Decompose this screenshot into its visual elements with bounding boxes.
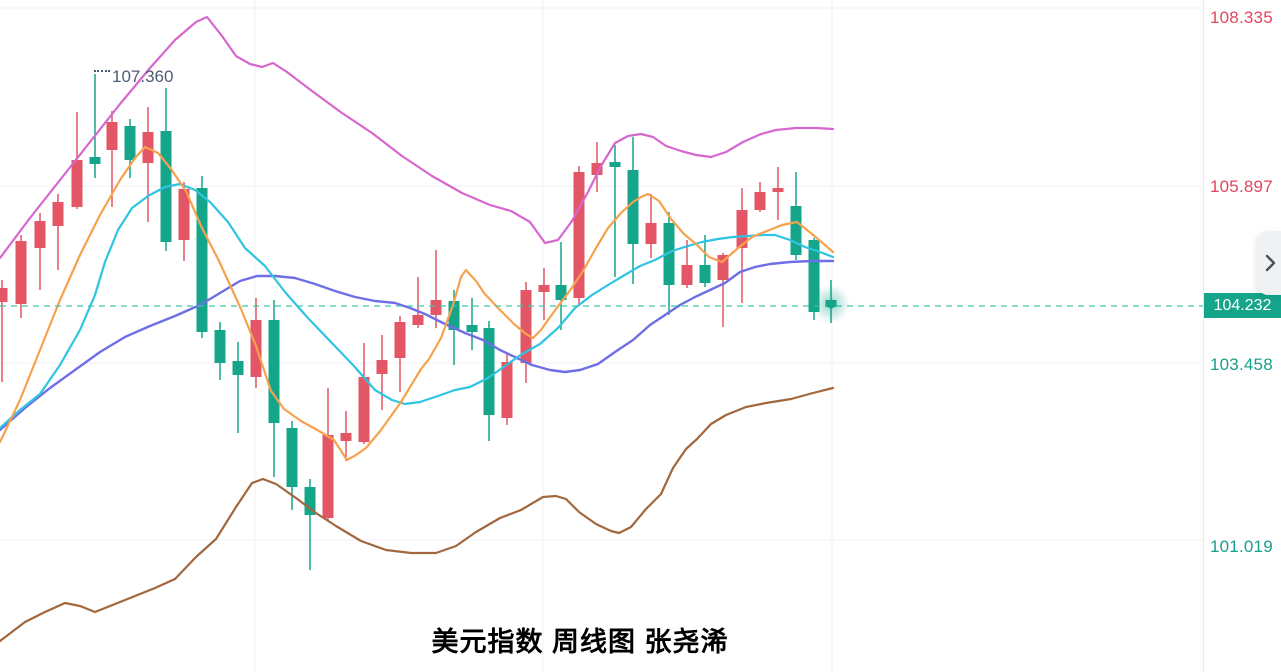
candle-body: [358, 377, 370, 442]
candle-body: [520, 290, 532, 363]
ma_fast_cyan-line: [0, 182, 835, 430]
candle-body: [430, 300, 442, 315]
candle-body: [214, 330, 226, 363]
ma_slow_blue-line: [0, 259, 835, 432]
candle-body: [645, 223, 657, 244]
candle-body: [663, 223, 675, 285]
chart-title: 美元指数 周线图 张尧浠: [431, 627, 729, 657]
candle-body: [681, 265, 693, 285]
candle-body: [196, 188, 208, 332]
candle-body: [501, 362, 513, 418]
collapse-panel-button[interactable]: [1258, 231, 1281, 295]
candle-body: [232, 361, 244, 375]
candle-body: [772, 188, 784, 192]
candle-body: [754, 192, 766, 210]
candle-body: [268, 320, 280, 423]
current-price-tag: 104.232: [1204, 293, 1281, 318]
candle-body: [790, 206, 802, 255]
candle-body: [808, 240, 820, 312]
candle-body: [609, 162, 621, 167]
candle-body: [52, 202, 64, 226]
candle-body: [71, 160, 83, 207]
bollinger_lower-line: [0, 386, 835, 643]
candle-body: [106, 122, 118, 150]
axis-label-103458: 103.458: [1210, 355, 1273, 374]
candle-body: [412, 315, 424, 325]
candle-body: [555, 285, 567, 300]
candle-body: [591, 163, 603, 175]
candle-body: [178, 189, 190, 240]
axis-label-108335: 108.335: [1210, 8, 1273, 27]
candle-body: [627, 170, 639, 244]
candle-body: [15, 241, 27, 304]
candle-body: [124, 126, 136, 160]
ma_mid_orange-line: [0, 145, 835, 462]
candle-body: [286, 428, 298, 487]
axis-label-105897: 105.897: [1210, 177, 1273, 196]
candle-body: [34, 221, 46, 248]
candle-body: [376, 360, 388, 374]
candle-body: [304, 487, 316, 515]
candle-body: [699, 265, 711, 283]
candle-body: [448, 301, 460, 330]
candle-body: [483, 328, 495, 415]
candle-body: [466, 325, 478, 332]
candle-body: [322, 435, 334, 518]
candle-body: [717, 255, 729, 280]
candle-body: [89, 157, 101, 164]
candle-body: [573, 172, 585, 298]
axis-label-101019: 101.019: [1210, 537, 1273, 556]
chevron-right-icon: [1265, 254, 1275, 272]
candle-body: [0, 288, 8, 302]
candle-body: [340, 433, 352, 441]
live-price-dot: [826, 299, 836, 309]
high-annotation-label: 107.360: [112, 67, 174, 86]
high-annotation-dots: [94, 70, 110, 72]
bollinger_upper-line: [0, 15, 835, 260]
candle-body: [394, 322, 406, 358]
candle-body: [736, 210, 748, 248]
candle-body: [538, 285, 550, 292]
price-axis-separator: [1203, 0, 1204, 672]
